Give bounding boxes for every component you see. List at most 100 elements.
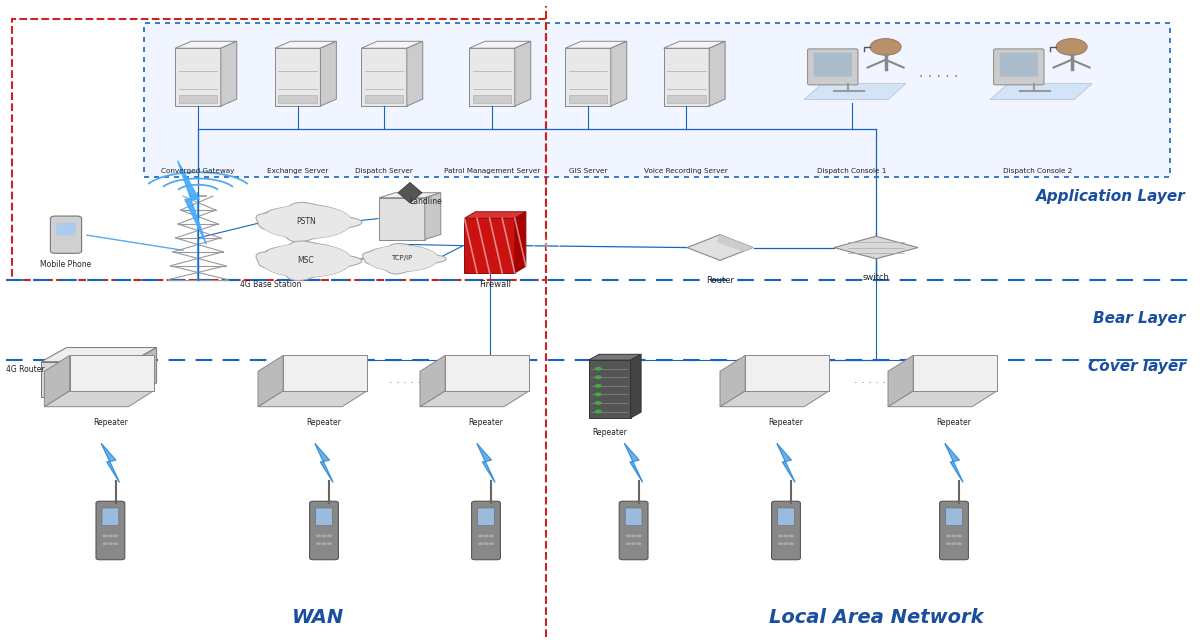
Polygon shape	[275, 48, 320, 106]
FancyBboxPatch shape	[472, 502, 500, 559]
Ellipse shape	[260, 205, 352, 239]
Circle shape	[784, 542, 788, 545]
Text: MSC: MSC	[298, 256, 314, 265]
FancyBboxPatch shape	[772, 502, 800, 559]
Text: Exchange Server: Exchange Server	[266, 168, 329, 174]
Polygon shape	[664, 41, 725, 48]
FancyBboxPatch shape	[778, 508, 794, 526]
Text: Voice Recording Server: Voice Recording Server	[644, 168, 728, 174]
Text: · · · · ·: · · · · ·	[854, 377, 886, 388]
Polygon shape	[178, 161, 206, 244]
Circle shape	[595, 401, 602, 405]
FancyBboxPatch shape	[310, 502, 338, 559]
Text: TCP/IP: TCP/IP	[391, 255, 413, 262]
Polygon shape	[709, 41, 725, 106]
Polygon shape	[221, 41, 236, 106]
Polygon shape	[256, 203, 362, 242]
Circle shape	[595, 384, 602, 388]
Polygon shape	[946, 444, 964, 482]
Circle shape	[322, 534, 326, 538]
Text: Repeater: Repeater	[468, 418, 504, 427]
Circle shape	[478, 534, 484, 538]
Ellipse shape	[263, 208, 318, 226]
Text: PSTN: PSTN	[296, 217, 316, 226]
Circle shape	[478, 542, 484, 545]
Polygon shape	[379, 198, 425, 239]
Circle shape	[946, 534, 952, 538]
Polygon shape	[469, 48, 515, 106]
Polygon shape	[589, 354, 641, 360]
Polygon shape	[320, 41, 336, 106]
Circle shape	[952, 534, 956, 538]
FancyBboxPatch shape	[814, 53, 852, 77]
Circle shape	[778, 534, 784, 538]
Circle shape	[113, 542, 119, 545]
Circle shape	[595, 376, 602, 379]
Ellipse shape	[263, 246, 318, 265]
Polygon shape	[314, 444, 334, 482]
Polygon shape	[361, 48, 407, 106]
FancyBboxPatch shape	[619, 502, 648, 559]
Polygon shape	[664, 48, 709, 106]
Circle shape	[956, 542, 962, 545]
Polygon shape	[420, 391, 529, 407]
Circle shape	[946, 542, 952, 545]
Circle shape	[956, 534, 962, 538]
Ellipse shape	[260, 205, 352, 239]
Circle shape	[788, 534, 794, 538]
Text: Dispatch Console 2: Dispatch Console 2	[1003, 168, 1073, 174]
Circle shape	[108, 534, 113, 538]
Ellipse shape	[295, 208, 344, 224]
Polygon shape	[278, 95, 317, 103]
Polygon shape	[473, 95, 511, 103]
Circle shape	[113, 534, 119, 538]
Circle shape	[778, 542, 784, 545]
Text: switch: switch	[863, 273, 889, 282]
Polygon shape	[420, 356, 445, 407]
Circle shape	[952, 542, 956, 545]
Circle shape	[102, 534, 108, 538]
Text: Dispatch Server: Dispatch Server	[355, 168, 413, 174]
Text: Firewall: Firewall	[480, 280, 511, 289]
Polygon shape	[686, 235, 754, 260]
Circle shape	[595, 410, 602, 413]
Polygon shape	[175, 41, 236, 48]
FancyBboxPatch shape	[478, 508, 494, 526]
FancyBboxPatch shape	[1000, 53, 1038, 77]
Ellipse shape	[368, 248, 412, 262]
Polygon shape	[631, 354, 641, 418]
Text: Cover layer: Cover layer	[1088, 359, 1186, 374]
FancyBboxPatch shape	[994, 49, 1044, 85]
Circle shape	[788, 542, 794, 545]
Text: Dispatch Console 1: Dispatch Console 1	[817, 168, 887, 174]
FancyBboxPatch shape	[625, 508, 642, 526]
Text: · · · · ·: · · · · ·	[389, 377, 421, 388]
Polygon shape	[515, 212, 526, 273]
Text: Repeater: Repeater	[768, 418, 804, 427]
Ellipse shape	[366, 246, 438, 271]
Polygon shape	[589, 360, 631, 418]
Polygon shape	[41, 347, 156, 361]
Polygon shape	[175, 48, 221, 106]
Text: Router: Router	[706, 276, 734, 285]
Text: WAN: WAN	[292, 608, 344, 627]
Polygon shape	[611, 41, 626, 106]
Polygon shape	[445, 356, 529, 391]
Circle shape	[488, 542, 494, 545]
Polygon shape	[745, 356, 829, 391]
Text: Bear Layer: Bear Layer	[1093, 311, 1186, 326]
Circle shape	[108, 542, 113, 545]
Circle shape	[326, 542, 332, 545]
FancyBboxPatch shape	[56, 223, 76, 235]
Polygon shape	[44, 391, 154, 407]
Polygon shape	[565, 41, 626, 48]
Polygon shape	[716, 235, 754, 251]
Text: Patrol Management Server: Patrol Management Server	[444, 168, 540, 174]
Text: Application Layer: Application Layer	[1036, 188, 1186, 204]
Text: Converged Gateway: Converged Gateway	[161, 168, 235, 174]
Polygon shape	[913, 356, 997, 391]
Polygon shape	[256, 241, 362, 280]
Circle shape	[488, 534, 494, 538]
FancyBboxPatch shape	[144, 23, 1170, 177]
Polygon shape	[778, 444, 796, 482]
